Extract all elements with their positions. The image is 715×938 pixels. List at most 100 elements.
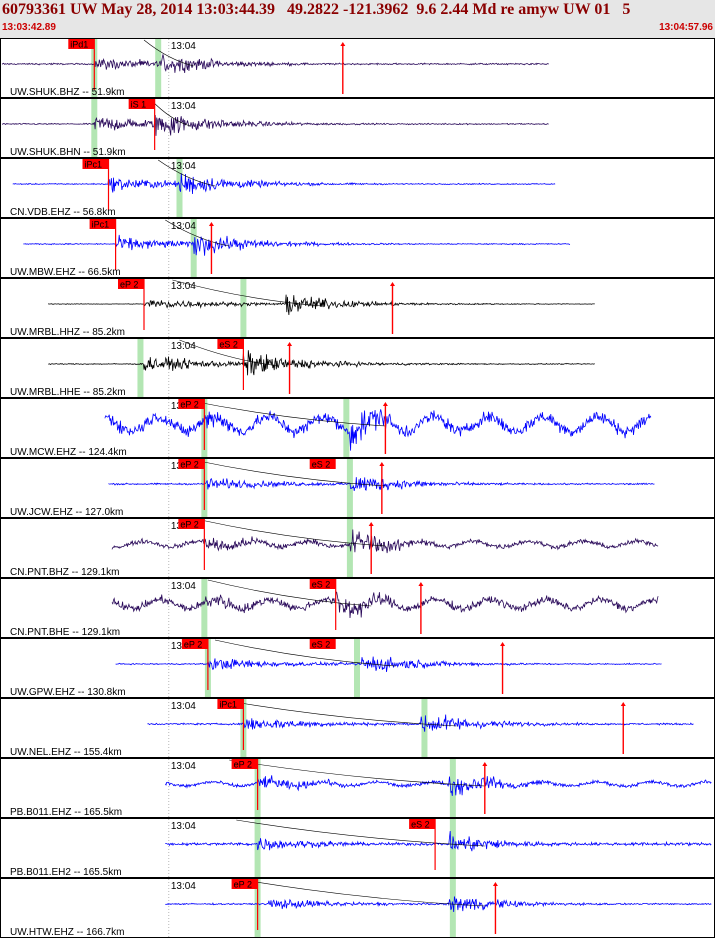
waveform: [47, 294, 595, 316]
marker-triangle-icon: [390, 282, 395, 286]
pick-label-bg: [231, 759, 258, 769]
pick-label: eP 2: [184, 640, 202, 650]
pick-label: eS 2: [312, 460, 331, 470]
travel-time-curve: [229, 759, 485, 787]
trace-panel: 13:04 iS 1 UW.SHUK.BHN -- 51.9km: [0, 98, 715, 158]
pick-label-bg: [217, 699, 244, 709]
pick-label: eS 2: [411, 820, 430, 830]
pick-label-bg: [178, 519, 205, 529]
minute-label: 13:04: [171, 881, 196, 892]
trace-panel: 13:04 iPd1 UW.SHUK.BHZ -- 51.9km: [0, 38, 715, 98]
waveform: [23, 234, 571, 256]
waveform: [1, 54, 549, 74]
marker-triangle-icon: [368, 522, 374, 526]
pick-label-bg: [82, 159, 109, 169]
minute-label: 13:04: [171, 161, 196, 172]
waveform: [12, 173, 556, 195]
pick-label-bg: [309, 459, 336, 469]
travel-time-curve: [207, 579, 372, 607]
waveform: [48, 350, 595, 376]
pick-label: eP 2: [120, 280, 138, 290]
pick-label: iPc1: [85, 160, 103, 170]
pick-label: eP 2: [234, 760, 252, 770]
trace-panel: 13:04 eS 2 PB.B011.EH2 -- 165.5km: [0, 818, 715, 878]
waveform: [164, 775, 712, 796]
pick-label: eP 2: [180, 400, 198, 410]
minute-label: 13:04: [171, 341, 196, 352]
pick-label: eS 2: [312, 580, 331, 590]
phase-band: [354, 639, 360, 697]
seismogram-plot: 13:04 iPd1 UW.SHUK.BHZ -- 51.9km 13:04 iS 1 U…: [0, 38, 715, 938]
station-label: UW.MRBL.HHZ -- 85.2km: [10, 327, 125, 338]
minute-label: 13:04: [171, 101, 196, 112]
travel-time-curve: [200, 519, 386, 547]
phase-band: [449, 819, 456, 877]
phase-band: [240, 279, 247, 337]
trace-panel: 13:04 iPc1 UW.NEL.EHZ -- 155.4km: [0, 698, 715, 758]
pick-label: iPd1: [70, 40, 88, 50]
marker-triangle-icon: [379, 462, 385, 466]
travel-time-curve: [222, 699, 457, 727]
station-label: UW.SHUK.BHN -- 51.9km: [10, 147, 126, 158]
phase-band: [343, 399, 350, 457]
station-label: UW.GPW.EHZ -- 130.8km: [10, 687, 126, 698]
header-bar: 60793361 UW May 28, 2014 13:03:44.39 49.…: [0, 0, 715, 38]
travel-time-curve: [143, 39, 194, 67]
phase-band: [449, 879, 456, 937]
travel-time-curve: [165, 219, 230, 247]
trace-panel: 13:04 eS 2 UW.MRBL.HHE -- 85.2km: [0, 338, 715, 398]
phase-band: [201, 579, 208, 637]
marker-triangle-icon: [500, 642, 506, 646]
station-label: PB.B011.EH2 -- 165.5km: [10, 867, 122, 878]
pick-label-bg: [309, 639, 336, 649]
pick-label: eP 2: [180, 520, 198, 530]
waveform: [111, 529, 659, 554]
minute-label: 13:04: [171, 221, 196, 232]
minute-label: 13:04: [171, 41, 196, 52]
pick-label-bg: [217, 339, 244, 349]
pick-label-bg: [178, 459, 205, 469]
station-label: CN.VDB.EHZ -- 56.8km: [10, 207, 116, 218]
station-label: CN.PNT.BHE -- 129.1km: [10, 627, 120, 638]
pick-label: eP 2: [234, 880, 252, 890]
trace-panel: 13:04 eP 2 UW.MRBL.HHZ -- 85.2km: [0, 278, 715, 338]
minute-label: 13:04: [171, 281, 196, 292]
event-title: 60793361 UW May 28, 2014 13:03:44.39 49.…: [2, 1, 631, 18]
phase-band: [91, 99, 98, 157]
waveform: [115, 656, 662, 673]
station-label: PB.B011.EHZ -- 165.5km: [10, 807, 122, 818]
marker-triangle-icon: [208, 222, 214, 226]
travel-time-curve: [193, 459, 386, 487]
minute-label: 13:04: [171, 821, 196, 832]
pick-label: eP 2: [180, 460, 198, 470]
station-label: UW.SHUK.BHZ -- 51.9km: [10, 87, 124, 98]
pick-label: eS 2: [312, 640, 331, 650]
waveform: [111, 591, 659, 619]
marker-triangle-icon: [340, 42, 346, 46]
station-label: UW.HTW.EHZ -- 166.7km: [10, 927, 124, 938]
pick-label: eS 2: [219, 340, 238, 350]
waveform: [104, 409, 652, 451]
waveform: [1, 115, 549, 136]
marker-triangle-icon: [482, 762, 488, 766]
pick-label: iPc1: [219, 700, 237, 710]
trace-panel: 13:04 eS 2 CN.PNT.BHE -- 129.1km: [0, 578, 715, 638]
travel-time-curve: [179, 339, 279, 367]
travel-time-curve: [214, 639, 397, 667]
minute-label: 13:04: [171, 761, 196, 772]
station-label: UW.NEL.EHZ -- 155.4km: [10, 747, 122, 758]
pick-label-bg: [409, 819, 436, 829]
pick-label-bg: [118, 279, 144, 289]
trace-panel: 13:04 eP 2 UW.HTW.EHZ -- 166.7km: [0, 878, 715, 938]
marker-triangle-icon: [382, 402, 388, 406]
phase-band: [155, 39, 162, 97]
station-label: CN.PNT.BHZ -- 129.1km: [10, 567, 119, 578]
trace-panel: 13:04 eP 2 PB.B011.EHZ -- 165.5km: [0, 758, 715, 818]
waveform: [165, 896, 712, 913]
pick-label-bg: [309, 579, 336, 589]
travel-time-curve: [186, 399, 386, 427]
